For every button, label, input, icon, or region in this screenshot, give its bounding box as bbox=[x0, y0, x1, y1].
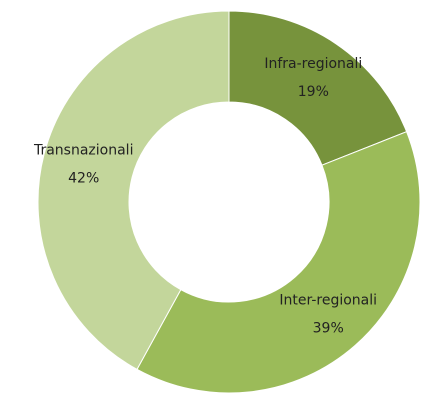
slice-label: Transnazionali bbox=[33, 143, 133, 159]
donut-slice bbox=[136, 131, 421, 394]
donut-slice bbox=[228, 10, 408, 166]
donut-slice bbox=[37, 10, 230, 371]
slice-value-label: 19% bbox=[298, 84, 329, 100]
slice-label: Infra-regionali bbox=[264, 56, 362, 72]
slice-value-label: 39% bbox=[313, 321, 344, 337]
slice-label: Inter-regionali bbox=[279, 293, 377, 309]
slice-value-label: 42% bbox=[68, 171, 99, 187]
